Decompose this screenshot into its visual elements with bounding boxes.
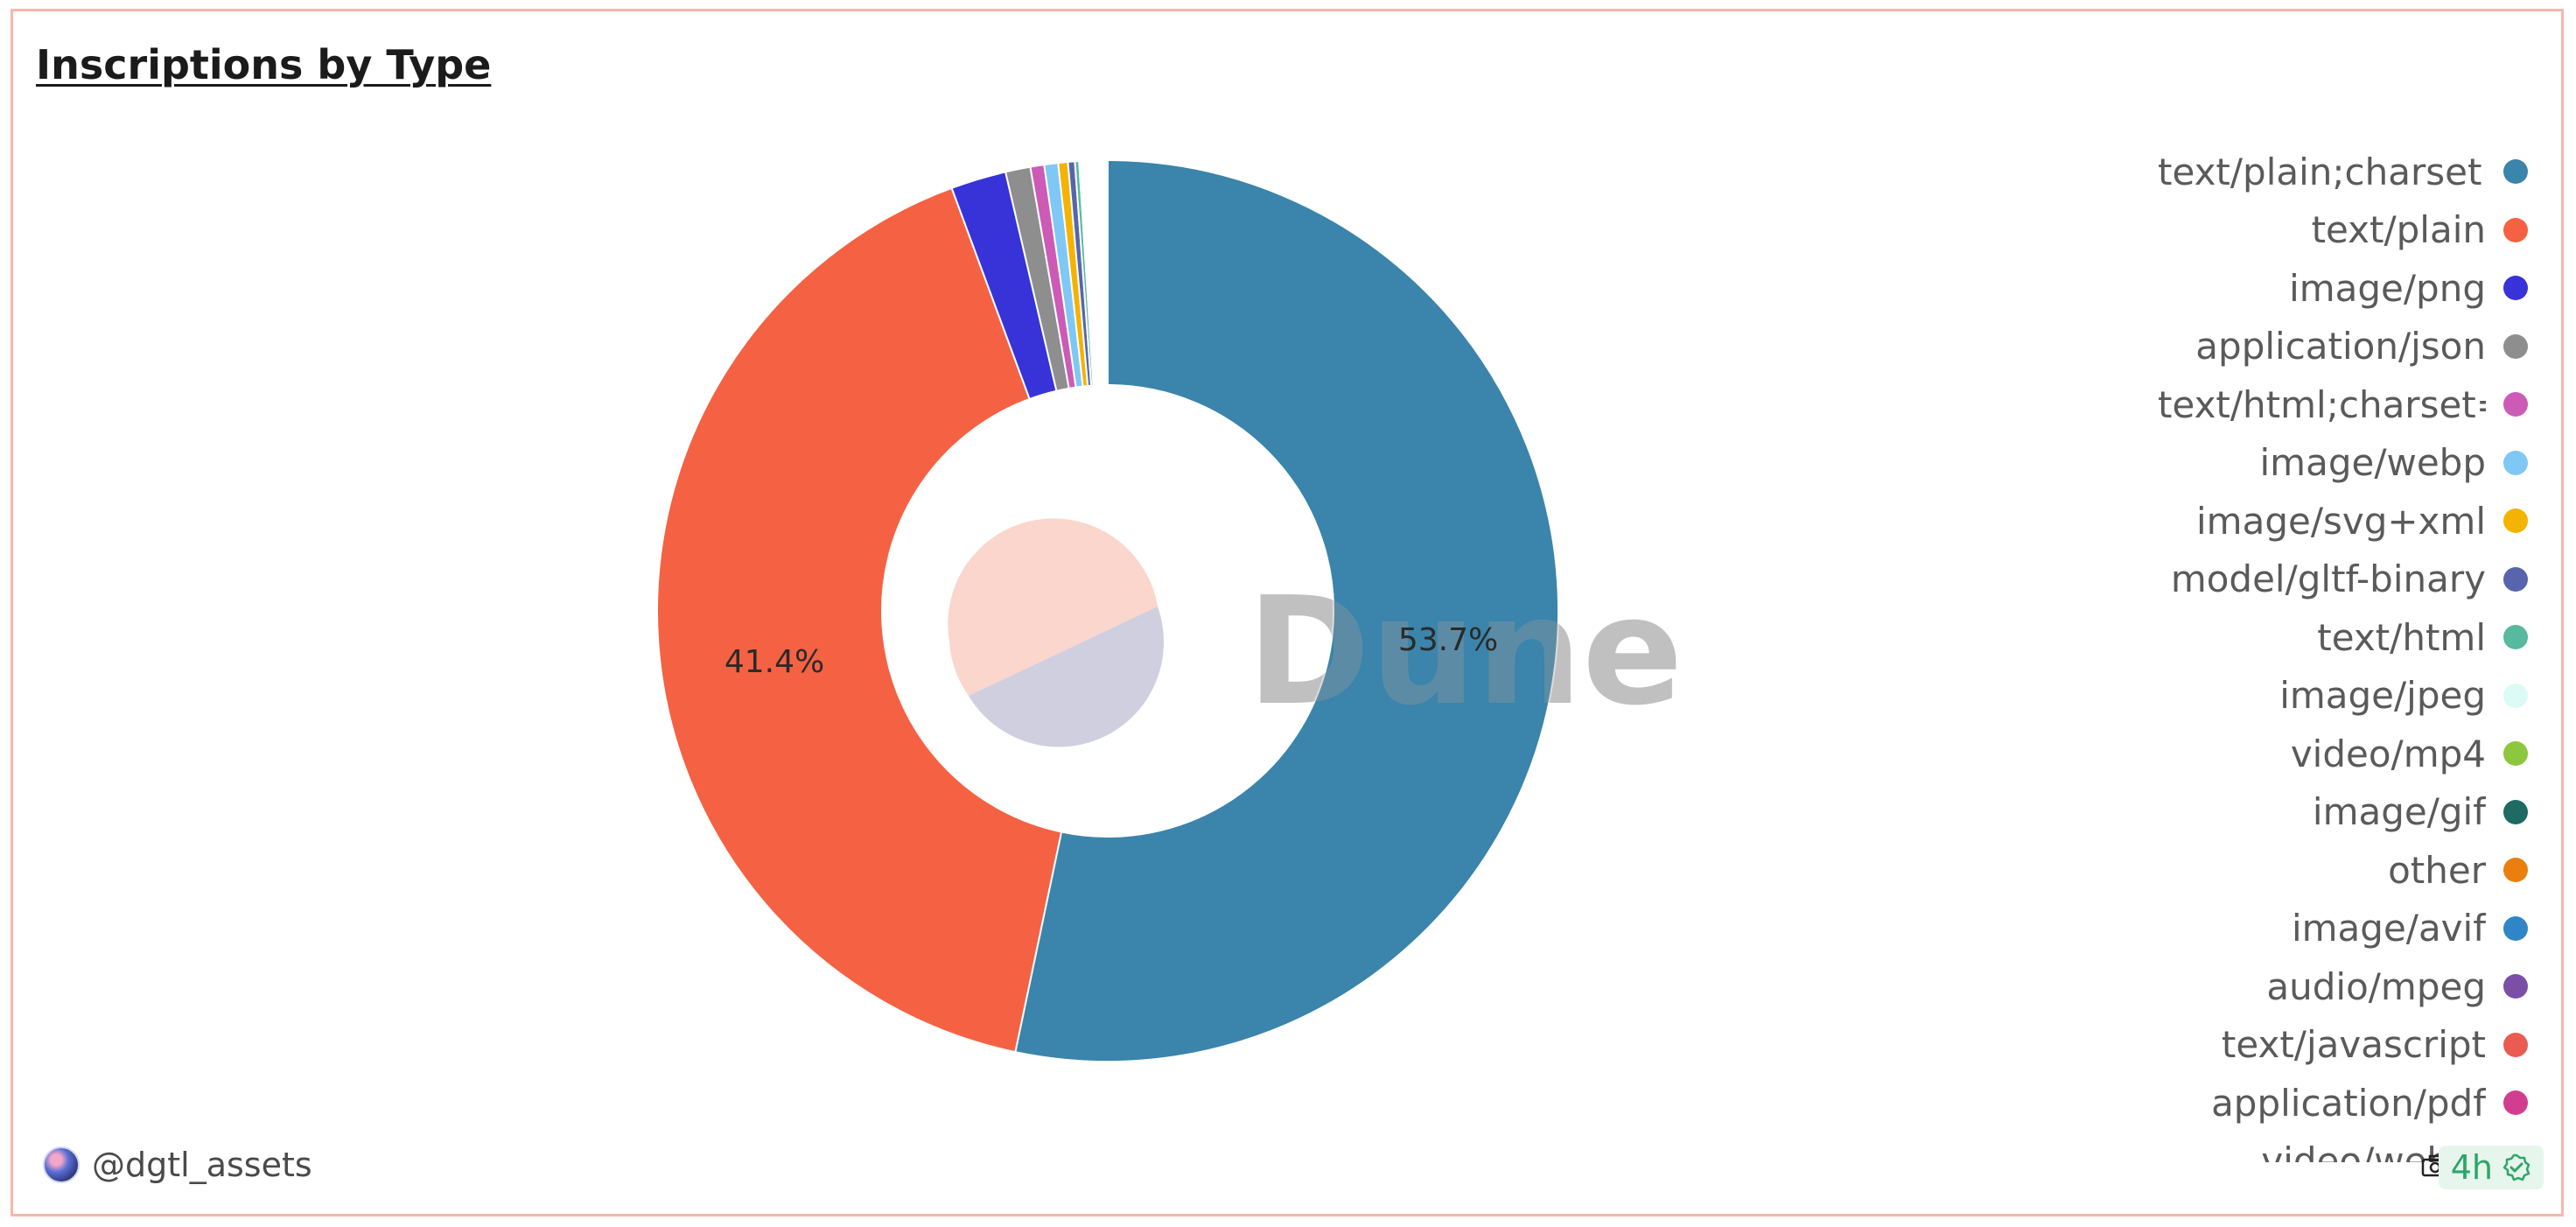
legend-item[interactable]: text/html;charset=	[1985, 375, 2528, 434]
legend-label: application/json	[2195, 325, 2486, 368]
legend-label: text/javascript	[2221, 1023, 2486, 1067]
slice-label: 53.7%	[1398, 622, 1498, 658]
legend-swatch	[2503, 1090, 2528, 1116]
legend-item[interactable]: other	[1985, 841, 2528, 900]
chart-title[interactable]: Inscriptions by Type	[36, 41, 492, 88]
slice-video-webm[interactable]	[1086, 159, 1099, 387]
legend-label: text/html;charset=	[2158, 382, 2486, 426]
legend-item[interactable]: application/pdf	[1985, 1074, 2528, 1132]
legend-item[interactable]: image/png	[1985, 259, 2528, 318]
author-credit[interactable]: @dgtl_assets	[43, 1146, 312, 1184]
legend-label: text/plain;charset=	[2158, 150, 2486, 193]
legend-item[interactable]: text/javascript	[1985, 1016, 2528, 1075]
legend-swatch	[2503, 392, 2528, 417]
legend-item[interactable]: text/html	[1985, 608, 2528, 667]
legend-item[interactable]: text/plain	[1985, 201, 2528, 260]
legend-label: model/gltf-binary	[2170, 557, 2486, 601]
freshness-badge[interactable]: 4h	[2438, 1146, 2544, 1189]
slice-text-plain[interactable]	[656, 186, 1063, 1054]
legend-label: image/avif	[2291, 907, 2486, 950]
legend-swatch	[2503, 799, 2528, 824]
slice-text-plain-charset-[interactable]	[1014, 158, 1560, 1062]
legend-swatch	[2503, 217, 2528, 242]
age-text: 4h	[2450, 1148, 2493, 1187]
legend-label: image/png	[2289, 266, 2486, 310]
legend-item[interactable]: application/json	[1985, 318, 2528, 376]
legend-swatch	[2503, 159, 2528, 185]
legend-label: video/mp4	[2290, 732, 2486, 775]
legend-swatch	[2503, 1032, 2528, 1057]
legend-item[interactable]: image/svg+xml	[1985, 492, 2528, 550]
legend-swatch	[2503, 741, 2528, 767]
legend-label: other	[2388, 848, 2486, 892]
legend-label: image/jpeg	[2279, 674, 2486, 718]
chart-legend: text/plain;charset= text/plain image/png ap…	[1985, 143, 2528, 1162]
donut-chart: DuneDune53.7%41.4%	[656, 158, 1683, 1062]
legend-label: text/html	[2317, 615, 2486, 659]
legend-swatch	[2503, 566, 2528, 592]
legend-label: audio/mpeg	[2266, 964, 2486, 1008]
slice-label: 41.4%	[724, 644, 824, 680]
legend-label: image/svg+xml	[2196, 499, 2486, 543]
legend-item[interactable]: image/avif	[1985, 900, 2528, 958]
legend-swatch	[2503, 915, 2528, 941]
legend-swatch	[2503, 625, 2528, 650]
legend-swatch	[2503, 450, 2528, 475]
legend-item[interactable]: audio/mpeg	[1985, 957, 2528, 1016]
legend-swatch	[2503, 276, 2528, 301]
legend-swatch	[2503, 333, 2528, 359]
legend-label: image/gif	[2312, 790, 2486, 834]
legend-item[interactable]: video/mp4	[1985, 725, 2528, 783]
check-circle-icon	[2502, 1153, 2530, 1181]
legend-item[interactable]: image/jpeg	[1985, 667, 2528, 726]
legend-label: application/pdf	[2211, 1081, 2486, 1125]
legend-label: text/plain	[2311, 208, 2486, 252]
watermark-text-overlay: Dune	[1247, 565, 1683, 739]
legend-swatch	[2503, 974, 2528, 999]
legend-swatch	[2503, 858, 2528, 883]
legend-item[interactable]: model/gltf-binary	[1985, 550, 2528, 609]
legend-item[interactable]: image/webp	[1985, 434, 2528, 493]
legend-item[interactable]: text/plain;charset=	[1985, 143, 2528, 201]
legend-label: image/webp	[2259, 441, 2486, 485]
legend-swatch	[2503, 508, 2528, 534]
chart-panel: Inscriptions by Type DuneDune53.7%41.4% …	[10, 9, 2564, 1216]
user-avatar	[43, 1146, 80, 1183]
legend-swatch	[2503, 683, 2528, 708]
author-username[interactable]: @dgtl_assets	[92, 1146, 312, 1184]
legend-item[interactable]: image/gif	[1985, 783, 2528, 842]
